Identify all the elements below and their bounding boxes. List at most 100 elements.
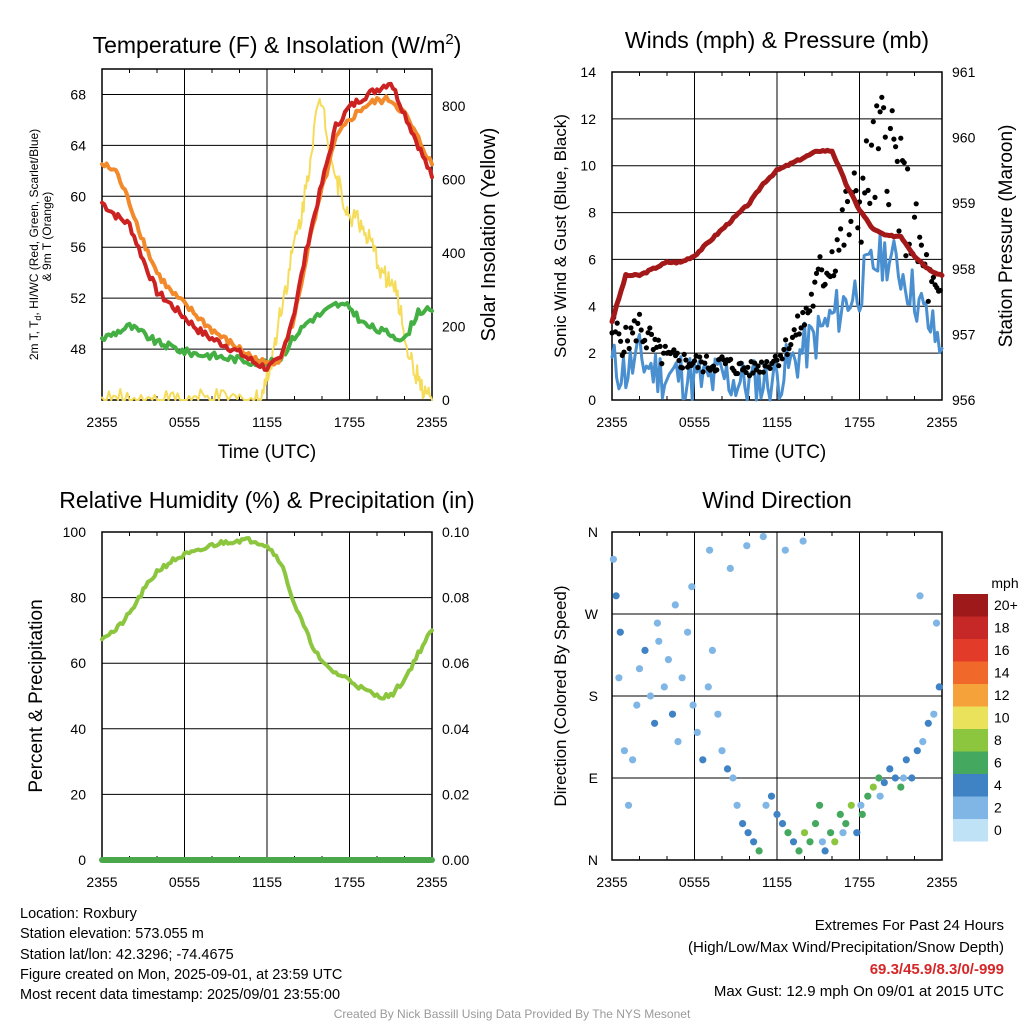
panel-2-y2-tick-label: 961 <box>952 64 976 80</box>
panel-2-y-tick-label: 14 <box>580 64 596 80</box>
panel-2-y2label: Station Pressure (Maroon) <box>996 125 1017 348</box>
panel-2-gust-point <box>875 146 882 152</box>
panel-1-y2label: Solar Insolation (Yellow) <box>478 128 500 342</box>
panel-4-direction-point <box>818 838 827 846</box>
panel-3-ylabel: Percent & Precipitation <box>26 599 47 792</box>
panel-4-direction-point <box>913 747 921 755</box>
panel-2-gust-point <box>800 309 806 316</box>
panel-1-y-tick-label: 48 <box>70 341 86 357</box>
panel-2-gust-point <box>901 160 907 166</box>
panel-4-direction-point <box>799 537 807 545</box>
station-info: Location: Roxbury Station elevation: 573… <box>20 904 342 1005</box>
panel-2-gust-point <box>783 337 789 343</box>
panel-2-gust-point <box>865 187 871 193</box>
panel-3-series-rh <box>100 536 434 701</box>
panel-2-gust-point <box>655 337 662 343</box>
recent-data-text: Most recent data timestamp: 2025/09/01 2… <box>20 987 341 1004</box>
panel-1-xlabel: Time (UTC) <box>218 442 317 463</box>
panel-2-gust-point <box>841 242 847 248</box>
extremes-title: Extremes For Past 24 Hours <box>814 917 1004 934</box>
panel-2-gust-point <box>681 351 687 357</box>
panel-1-series-1 <box>100 81 434 372</box>
panel-4-legend-label: 10 <box>994 710 1010 726</box>
panel-4-direction-point <box>827 829 835 837</box>
panel-2-gust-point <box>874 103 880 109</box>
panel-2-gust-point <box>923 252 930 258</box>
panel-4-direction-point <box>916 592 924 600</box>
panel-4-x-tick-label: 1155 <box>762 874 792 890</box>
panel-2-gust-point <box>893 144 899 150</box>
panel-4-y-tick-label: N <box>588 524 598 540</box>
panel-4-direction-point <box>773 810 781 819</box>
panel-4-legend-label: 6 <box>994 755 1002 771</box>
panel-4-legend-swatch <box>953 796 988 819</box>
panel-1-x-tick-label: 2355 <box>86 414 117 430</box>
panel-2-gust-point <box>855 225 861 231</box>
panel-2-gust-point <box>643 345 650 351</box>
panel-1-x-tick-label: 1755 <box>334 414 365 430</box>
panel-4-direction-point <box>714 710 722 718</box>
panel-3-y2-tick-label: 0.02 <box>442 786 469 802</box>
panel-2-y2-tick-label: 958 <box>952 261 976 277</box>
panel-2-gust-point <box>703 353 710 359</box>
panel-4-legend-label: 0 <box>994 822 1002 838</box>
panel-2-gust-point <box>779 356 785 362</box>
panel-3-y2-tick-label: 0.06 <box>442 655 469 671</box>
panel-3-y2-tick-label: 0.04 <box>442 721 469 737</box>
panel-1-y2-tick-label: 800 <box>442 98 466 114</box>
panel-2-gust-point <box>710 363 717 369</box>
credit-text: Created By Nick Bassill Using Data Provi… <box>333 1007 691 1021</box>
panel-2-gust-point <box>867 200 873 206</box>
panel-2-x-tick-label: 2355 <box>926 414 957 430</box>
panel-4-direction-point <box>897 783 905 791</box>
panel-2-gust-point <box>714 367 720 373</box>
panel-2-gust-point <box>882 134 888 140</box>
panel-2-gust-point <box>767 365 773 371</box>
panel-4-direction-point <box>767 792 776 800</box>
panel-4-direction-point <box>743 542 751 550</box>
panel-4-direction-point <box>932 619 941 627</box>
panel-4-direction-point <box>847 801 855 809</box>
panel-2-gust-point <box>700 369 706 375</box>
panel-2-gust-point <box>697 354 703 360</box>
panel-4-direction-point <box>723 765 732 773</box>
panel-4-direction-point <box>633 701 641 709</box>
panel-3-y2-tick-label: 0.00 <box>442 852 469 868</box>
panel-2-gust-point <box>903 253 909 259</box>
panel-2-x-tick-label: 0555 <box>679 414 710 430</box>
panel-1-y2-tick-label: 200 <box>442 318 466 334</box>
panel-4-direction-point <box>858 810 866 819</box>
panel-2-gust-point <box>872 194 878 200</box>
panel-2-gust-point <box>863 138 870 144</box>
panel-2-gust-point <box>844 198 851 205</box>
panel-2-ylabel: Sonic Wind & Gust (Blue, Black) <box>551 114 570 358</box>
panel-4-x-tick-label: 0555 <box>679 874 710 890</box>
panel-2-x-tick-label: 1155 <box>762 414 792 430</box>
panel-4-x-tick-label: 2355 <box>596 874 627 890</box>
panel-2-gust-point <box>695 364 701 371</box>
panel-2-gust-point <box>743 369 749 376</box>
panel-2-x-tick-label: 2355 <box>596 414 627 430</box>
panel-2-frame <box>611 71 943 401</box>
panel-1-y-tick-label: 60 <box>70 188 86 204</box>
panel-4-direction-point <box>646 692 655 700</box>
panel-2-gust-point <box>642 337 648 343</box>
panel-4-direction-point <box>864 792 872 800</box>
panel-2-gust-point <box>930 274 937 280</box>
panel-2-gust-point <box>657 343 663 349</box>
panel-2-gust-point <box>635 320 641 326</box>
panel-2-gust-point <box>925 298 931 304</box>
panel-2-y-tick-label: 8 <box>588 205 596 221</box>
panel-1-y2-tick-label: 0 <box>442 392 450 408</box>
panel-2-gust-point <box>659 361 665 367</box>
panel-4-legend-swatch <box>953 729 988 752</box>
panel-1-ylabel: 2m T, Td, HI/WC (Red, Green, Scarlet/Blu… <box>27 129 43 360</box>
panel-4-legend-swatch <box>953 751 988 774</box>
panel-2-gust-point <box>679 365 686 371</box>
panel-2-gust-point <box>796 331 802 337</box>
panel-2-gust-point <box>829 249 835 255</box>
panel-4-direction-point <box>816 801 824 809</box>
panel-2-gust-point <box>621 349 627 355</box>
panel-2-gust-point <box>836 247 842 253</box>
panel-4-direction-point <box>875 774 883 782</box>
